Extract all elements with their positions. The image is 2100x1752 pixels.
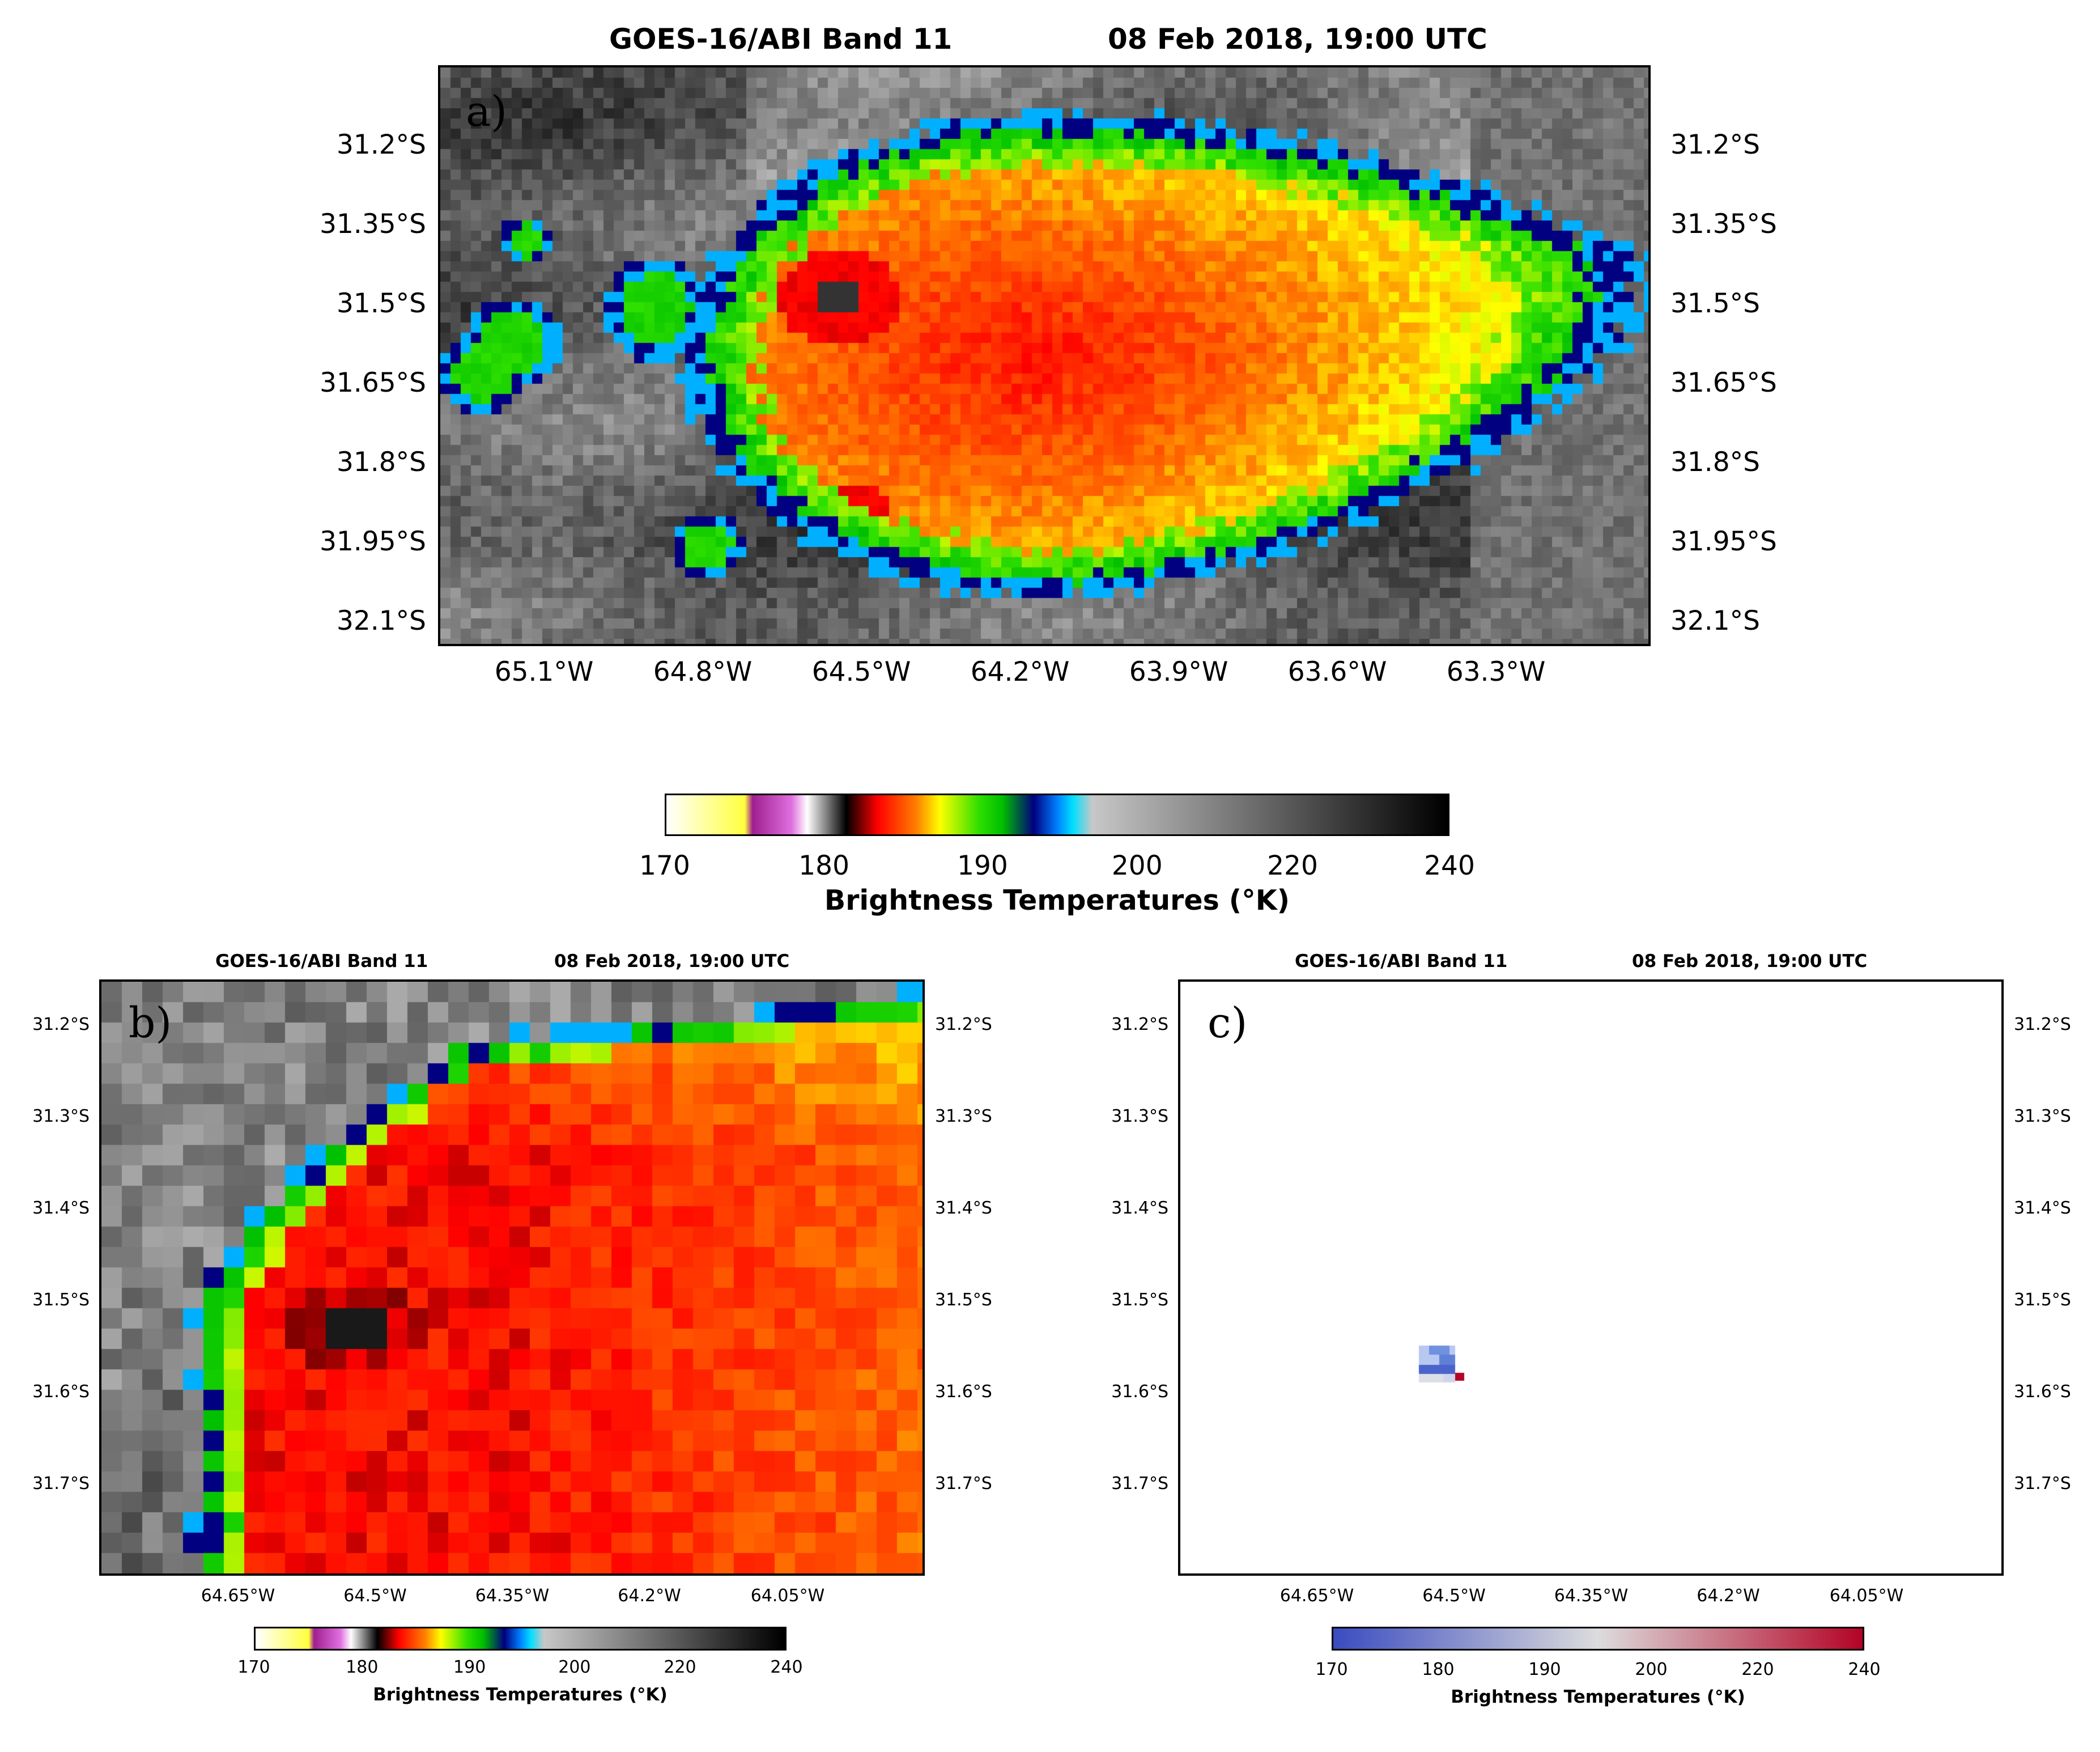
panel-c-colorbar-label: Brightness Temperatures (°K) (1451, 1687, 1745, 1707)
panel-a-lat-left-3: 31.65°S (320, 367, 426, 398)
panel-b-label: b) (129, 999, 172, 1047)
panel-c-map: c) (1178, 979, 2004, 1576)
panel-b-lon-1: 64.5°W (343, 1586, 407, 1606)
main-colorbar-tick-0: 170 (639, 850, 690, 881)
panel-a-map: a) (438, 65, 1651, 646)
panel-a-lon-4: 63.9°W (1129, 656, 1228, 688)
panel-b-lon-2: 64.35°W (475, 1586, 550, 1606)
panel-a-lat-right-0: 31.2°S (1670, 129, 1760, 160)
panel-a-label: a) (466, 87, 507, 136)
panel-a-lat-right-5: 31.95°S (1670, 526, 1777, 557)
panel-b-colorbar-tick-0: 170 (237, 1657, 270, 1677)
panel-a-lat-left-0: 31.2°S (337, 129, 426, 160)
panel-a-lat-right-6: 32.1°S (1670, 605, 1760, 637)
panel-c-lat-left-0: 31.2°S (1111, 1015, 1168, 1034)
panel-a-lon-3: 64.2°W (970, 656, 1070, 688)
panel-a-lat-right-4: 31.8°S (1670, 447, 1760, 478)
panel-a-lon-5: 63.6°W (1287, 656, 1387, 688)
panel-b-colorbar-label: Brightness Temperatures (°K) (373, 1685, 668, 1705)
panel-c-lat-left-4: 31.6°S (1111, 1382, 1168, 1402)
panel-b-brightness-image (101, 982, 923, 1573)
main-colorbar-tick-5: 240 (1424, 850, 1475, 881)
panel-c-colorbar-tick-1: 180 (1422, 1660, 1455, 1679)
panel-b-colorbar-tick-4: 220 (664, 1657, 696, 1677)
panel-a-lon-1: 64.8°W (653, 656, 753, 688)
panel-b-lat-left-3: 31.5°S (32, 1290, 90, 1310)
panel-b-lat-left-5: 31.7°S (32, 1474, 90, 1494)
panel-a-lat-right-1: 31.35°S (1670, 209, 1777, 240)
panel-c-lat-right-0: 31.2°S (2014, 1015, 2071, 1034)
panel-a-lon-2: 64.5°W (811, 656, 911, 688)
panel-b-lat-left-4: 31.6°S (32, 1382, 90, 1402)
panel-b-lat-left-1: 31.3°S (32, 1106, 90, 1126)
panel-a-lat-right-3: 31.65°S (1670, 367, 1777, 398)
main-colorbar-tick-1: 180 (798, 850, 849, 881)
panel-c-lat-right-1: 31.3°S (2014, 1106, 2071, 1126)
panel-b-lat-right-4: 31.6°S (935, 1382, 992, 1402)
panel-b-colorbar-gradient (256, 1628, 785, 1649)
main-colorbar-tick-3: 200 (1111, 850, 1163, 881)
panel-b-lat-right-1: 31.3°S (935, 1106, 992, 1126)
panel-a-title-left: GOES-16/ABI Band 11 (609, 23, 953, 56)
panel-b-lat-right-5: 31.7°S (935, 1474, 992, 1494)
panel-a-lat-left-5: 31.95°S (320, 526, 426, 557)
panel-c-lat-right-4: 31.6°S (2014, 1382, 2071, 1402)
panel-b-lat-right-2: 31.4°S (935, 1198, 992, 1218)
panel-c-lon-3: 64.2°W (1697, 1586, 1760, 1606)
panel-b-map: b) (99, 979, 925, 1576)
main-colorbar-tick-4: 220 (1267, 850, 1318, 881)
panel-b-lat-right-3: 31.5°S (935, 1290, 992, 1310)
panel-a-brightness-image (440, 67, 1648, 644)
panel-c-colorbar-tick-4: 220 (1741, 1660, 1774, 1679)
panel-b-colorbar-tick-1: 180 (346, 1657, 379, 1677)
panel-c-lat-right-2: 31.4°S (2014, 1198, 2071, 1218)
panel-c-lon-4: 64.05°W (1829, 1586, 1904, 1606)
panel-b-colorbar-tick-2: 190 (453, 1657, 486, 1677)
panel-c-lat-left-3: 31.5°S (1111, 1290, 1168, 1310)
panel-c-lat-left-1: 31.3°S (1111, 1106, 1168, 1126)
panel-b-lat-left-0: 31.2°S (32, 1015, 90, 1034)
panel-c-title-left: GOES-16/ABI Band 11 (1295, 951, 1508, 972)
panel-c-label: c) (1208, 999, 1248, 1047)
panel-c-colorbar-tick-3: 200 (1635, 1660, 1668, 1679)
panel-b-lat-right-0: 31.2°S (935, 1015, 992, 1034)
panel-c-lat-left-5: 31.7°S (1111, 1474, 1168, 1494)
panel-b-colorbar-tick-5: 240 (770, 1657, 803, 1677)
panel-a-lat-left-4: 31.8°S (337, 447, 426, 478)
panel-c-title-right: 08 Feb 2018, 19:00 UTC (1632, 951, 1868, 972)
panel-c-colorbar (1332, 1627, 1864, 1651)
panel-c-lon-0: 64.65°W (1279, 1586, 1354, 1606)
panel-a-title-right: 08 Feb 2018, 19:00 UTC (1108, 23, 1487, 56)
panel-a-lat-left-2: 31.5°S (337, 288, 426, 319)
panel-b-lon-0: 64.65°W (201, 1586, 275, 1606)
panel-b-lat-left-2: 31.4°S (32, 1198, 90, 1218)
panel-b-colorbar-tick-3: 200 (558, 1657, 591, 1677)
panel-b-title-right: 08 Feb 2018, 19:00 UTC (554, 951, 790, 972)
panel-a-lon-6: 63.3°W (1446, 656, 1546, 688)
panel-c-lat-left-2: 31.4°S (1111, 1198, 1168, 1218)
panel-c-lat-right-3: 31.5°S (2014, 1290, 2071, 1310)
panel-c-colorbar-tick-2: 190 (1528, 1660, 1561, 1679)
panel-a-lat-left-1: 31.35°S (320, 209, 426, 240)
panel-b-lon-4: 64.05°W (750, 1586, 825, 1606)
panel-c-colorbar-tick-0: 170 (1315, 1660, 1348, 1679)
panel-b-colorbar (254, 1627, 787, 1651)
main-colorbar-label: Brightness Temperatures (°K) (824, 884, 1290, 917)
panel-c-colorbar-tick-5: 240 (1848, 1660, 1881, 1679)
panel-b-lon-3: 64.2°W (618, 1586, 681, 1606)
panel-c-lat-right-5: 31.7°S (2014, 1474, 2071, 1494)
main-colorbar (665, 794, 1449, 836)
panel-c-lon-2: 64.35°W (1554, 1586, 1629, 1606)
panel-c-colorbar-gradient (1333, 1628, 1863, 1649)
panel-c-lon-1: 64.5°W (1422, 1586, 1486, 1606)
panel-b-title-left: GOES-16/ABI Band 11 (215, 951, 428, 972)
main-colorbar-tick-2: 190 (957, 850, 1008, 881)
panel-a-lat-right-2: 31.5°S (1670, 288, 1760, 319)
main-colorbar-gradient (666, 795, 1448, 834)
panel-a-lon-0: 65.1°W (494, 656, 594, 688)
panel-c-difference-image (1180, 982, 2001, 1573)
panel-a-lat-left-6: 32.1°S (337, 605, 426, 637)
